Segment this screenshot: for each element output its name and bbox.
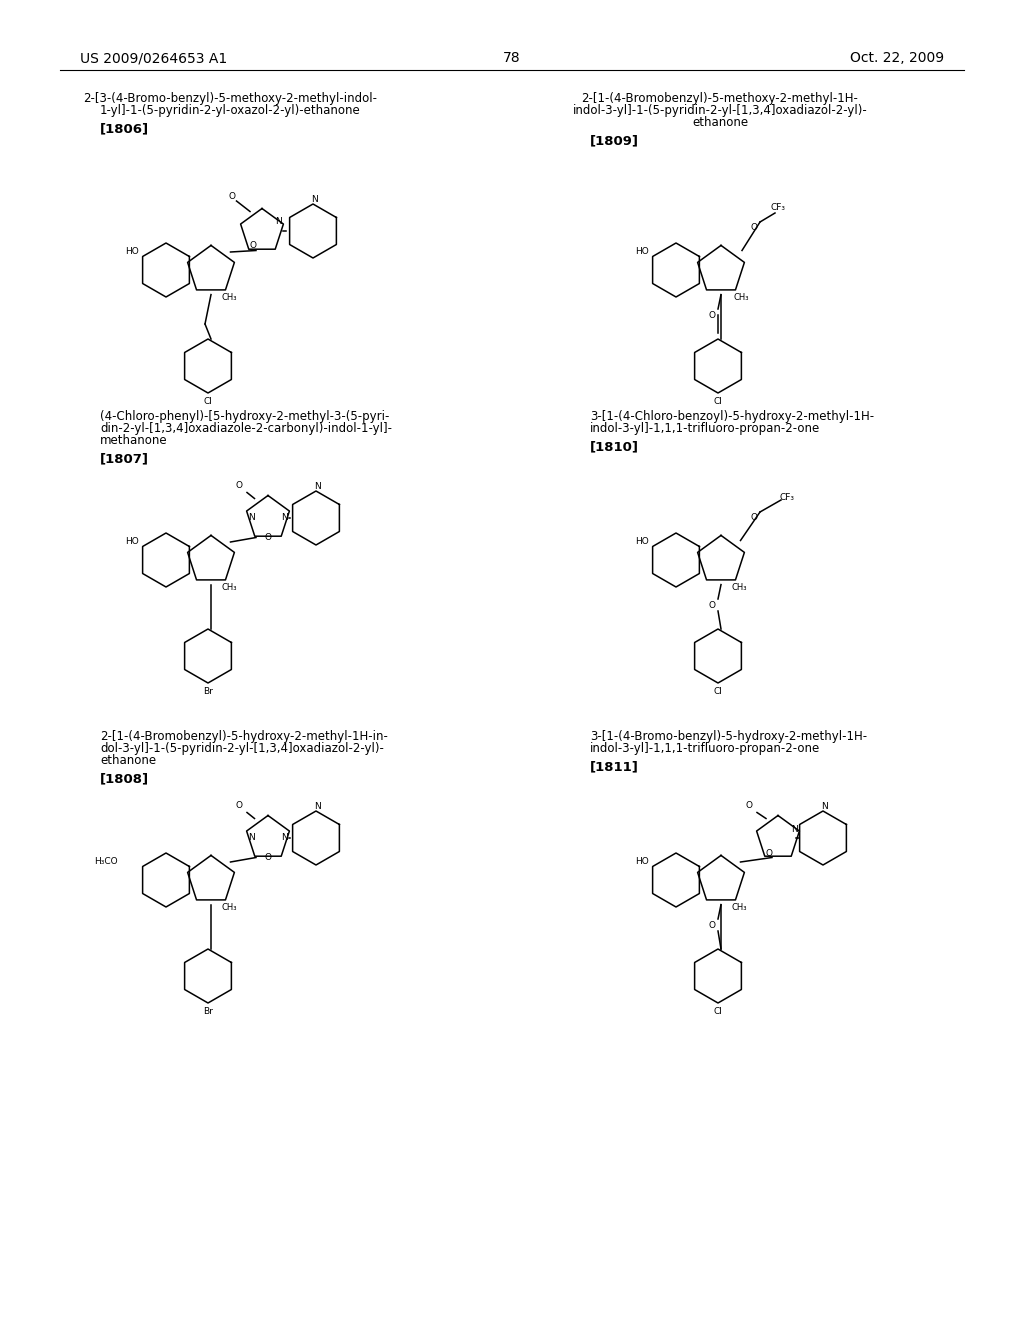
Text: CH₃: CH₃ (221, 293, 237, 301)
Text: HO: HO (125, 248, 139, 256)
Text: [1808]: [1808] (100, 772, 150, 785)
Text: 2-[1-(4-Bromobenzyl)-5-hydroxy-2-methyl-1H-in-: 2-[1-(4-Bromobenzyl)-5-hydroxy-2-methyl-… (100, 730, 388, 743)
Text: O: O (236, 800, 243, 809)
Text: 3-[1-(4-Chloro-benzoyl)-5-hydroxy-2-methyl-1H-: 3-[1-(4-Chloro-benzoyl)-5-hydroxy-2-meth… (590, 411, 874, 422)
Text: dol-3-yl]-1-(5-pyridin-2-yl-[1,3,4]oxadiazol-2-yl)-: dol-3-yl]-1-(5-pyridin-2-yl-[1,3,4]oxadi… (100, 742, 384, 755)
Text: CH₃: CH₃ (731, 903, 746, 912)
Text: O: O (751, 223, 758, 232)
Text: Br: Br (203, 688, 213, 697)
Text: N: N (275, 218, 282, 227)
Text: N: N (311, 195, 317, 205)
Text: [1809]: [1809] (590, 135, 639, 147)
Text: [1811]: [1811] (590, 760, 639, 774)
Text: O: O (751, 513, 758, 523)
Text: HO: HO (125, 537, 139, 546)
Text: CH₃: CH₃ (221, 582, 237, 591)
Text: methanone: methanone (100, 434, 168, 447)
Text: N: N (248, 513, 255, 523)
Text: O: O (709, 310, 716, 319)
Text: US 2009/0264653 A1: US 2009/0264653 A1 (80, 51, 227, 65)
Text: O: O (746, 800, 753, 809)
Text: 78: 78 (503, 51, 521, 65)
Text: O: O (250, 242, 256, 251)
Text: CH₃: CH₃ (731, 582, 746, 591)
Text: O: O (228, 191, 236, 201)
Text: N: N (314, 482, 321, 491)
Text: O: O (709, 601, 716, 610)
Text: Br: Br (203, 1007, 213, 1016)
Text: O: O (766, 849, 772, 858)
Text: [1806]: [1806] (100, 121, 150, 135)
Text: ethanone: ethanone (692, 116, 749, 129)
Text: CF₃: CF₃ (770, 202, 785, 211)
Text: CH₃: CH₃ (221, 903, 237, 912)
Text: HO: HO (635, 537, 649, 546)
Text: indol-3-yl]-1,1,1-trifluoro-propan-2-one: indol-3-yl]-1,1,1-trifluoro-propan-2-one (590, 742, 820, 755)
Text: din-2-yl-[1,3,4]oxadiazole-2-carbonyl)-indol-1-yl]-: din-2-yl-[1,3,4]oxadiazole-2-carbonyl)-i… (100, 422, 392, 436)
Text: indol-3-yl]-1-(5-pyridin-2-yl-[1,3,4]oxadiazol-2-yl)-: indol-3-yl]-1-(5-pyridin-2-yl-[1,3,4]oxa… (572, 104, 867, 117)
Text: O: O (264, 853, 271, 862)
Text: N: N (314, 803, 321, 810)
Text: H₃CO: H₃CO (94, 858, 118, 866)
Text: 1-yl]-1-(5-pyridin-2-yl-oxazol-2-yl)-ethanone: 1-yl]-1-(5-pyridin-2-yl-oxazol-2-yl)-eth… (99, 104, 360, 117)
Text: N: N (821, 803, 827, 810)
Text: Cl: Cl (204, 397, 212, 407)
Text: O: O (236, 480, 243, 490)
Text: N: N (792, 825, 798, 833)
Text: O: O (709, 920, 716, 929)
Text: N: N (282, 833, 288, 842)
Text: CF₃: CF₃ (779, 492, 795, 502)
Text: 2-[3-(4-Bromo-benzyl)-5-methoxy-2-methyl-indol-: 2-[3-(4-Bromo-benzyl)-5-methoxy-2-methyl… (83, 92, 377, 106)
Text: HO: HO (635, 248, 649, 256)
Text: (4-Chloro-phenyl)-[5-hydroxy-2-methyl-3-(5-pyri-: (4-Chloro-phenyl)-[5-hydroxy-2-methyl-3-… (100, 411, 389, 422)
Text: [1810]: [1810] (590, 440, 639, 453)
Text: Cl: Cl (714, 688, 723, 697)
Text: indol-3-yl]-1,1,1-trifluoro-propan-2-one: indol-3-yl]-1,1,1-trifluoro-propan-2-one (590, 422, 820, 436)
Text: Cl: Cl (714, 397, 723, 407)
Text: Cl: Cl (714, 1007, 723, 1016)
Text: CH₃: CH₃ (733, 293, 749, 301)
Text: [1807]: [1807] (100, 451, 150, 465)
Text: 2-[1-(4-Bromobenzyl)-5-methoxy-2-methyl-1H-: 2-[1-(4-Bromobenzyl)-5-methoxy-2-methyl-… (582, 92, 858, 106)
Text: Oct. 22, 2009: Oct. 22, 2009 (850, 51, 944, 65)
Text: O: O (264, 533, 271, 543)
Text: 3-[1-(4-Bromo-benzyl)-5-hydroxy-2-methyl-1H-: 3-[1-(4-Bromo-benzyl)-5-hydroxy-2-methyl… (590, 730, 867, 743)
Text: N: N (282, 513, 288, 523)
Text: ethanone: ethanone (100, 754, 156, 767)
Text: N: N (248, 833, 255, 842)
Text: HO: HO (635, 858, 649, 866)
